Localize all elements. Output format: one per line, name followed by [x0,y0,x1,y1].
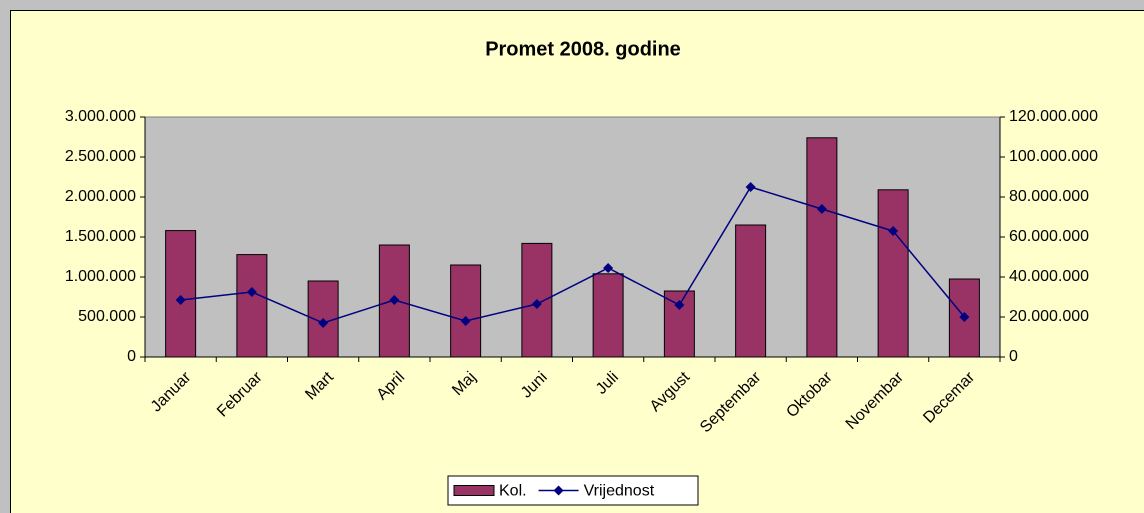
legend-swatch [453,485,495,496]
marker [389,295,400,305]
bar [165,230,197,358]
bar [877,189,909,358]
y-tick-label: 3.000.000 [65,108,136,125]
line [180,186,965,324]
legend-marker [553,485,564,496]
y-tick-label: 2.000.000 [65,188,136,205]
marker [603,263,614,273]
y2-tick-label: 120.000.000 [1009,108,1098,125]
y2-tick-label: 100.000.000 [1009,148,1098,165]
bar [450,264,482,358]
marker [816,204,827,214]
marker [460,316,471,326]
marker [674,300,685,310]
bar [236,254,268,358]
y-tick-label: 2.500.000 [65,148,136,165]
legend-label: Kol. [499,483,527,500]
y-tick-label: 0 [127,348,136,365]
y2-tick-label: 80.000.000 [1009,188,1089,205]
plot-area [144,116,1001,358]
marker [888,226,899,236]
y2-tick-label: 40.000.000 [1009,268,1089,285]
bar [806,137,838,358]
marker [175,295,186,305]
marker [318,318,329,328]
y-tick-label: 1.000.000 [65,268,136,285]
legend-label: Vrijednost [584,483,655,500]
marker [745,182,756,192]
marker [531,299,542,309]
marker [246,287,257,297]
bar [592,273,624,358]
y-tick-label: 500.000 [78,308,136,325]
y2-tick-label: 60.000.000 [1009,228,1089,245]
y2-tick-label: 20.000.000 [1009,308,1089,325]
bar [735,224,767,358]
marker [959,312,970,322]
chart-title: Promet 2008. godine [485,38,681,60]
y2-tick-label: 0 [1009,348,1018,365]
y-tick-label: 1.500.000 [65,228,136,245]
